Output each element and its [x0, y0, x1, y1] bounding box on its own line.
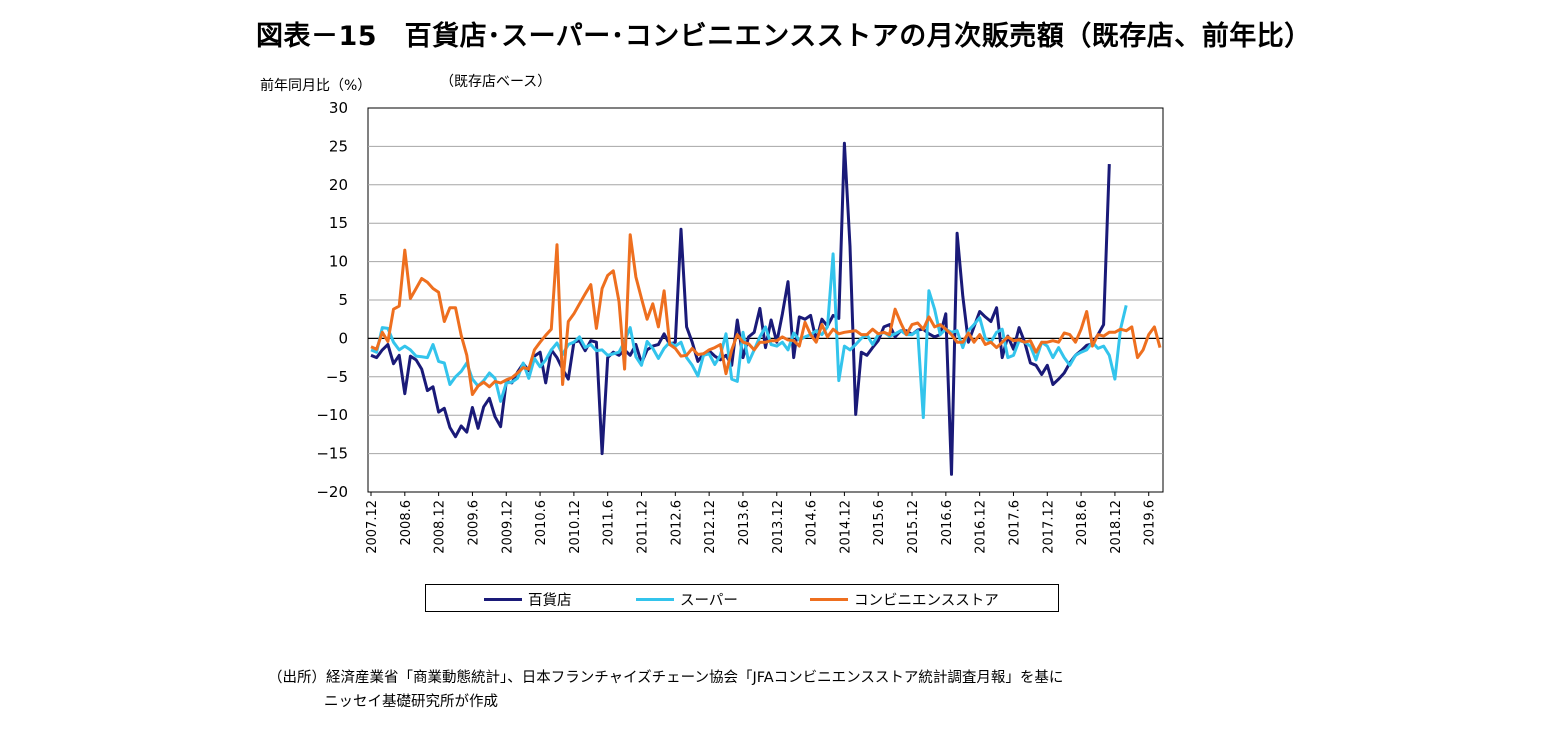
x-tick-label: 2017.6 [1007, 500, 1022, 546]
chart-subtitle: （既存店ベース） [440, 74, 551, 90]
y-tick-label: 20 [329, 176, 348, 194]
x-tick-label: 2011.6 [602, 500, 617, 546]
y-tick-label: −10 [316, 406, 348, 424]
x-tick-label: 2012.6 [669, 500, 684, 546]
y-tick-label: 15 [329, 214, 348, 232]
x-tick-label: 2009.6 [466, 500, 481, 546]
x-tick-label: 2016.12 [974, 500, 989, 554]
x-tick-label: 2019.6 [1143, 500, 1158, 546]
y-tick-label: −5 [326, 368, 348, 386]
x-tick-label: 2016.6 [940, 500, 955, 546]
source-note: （出所）経済産業省「商業動態統計」、日本フランチャイズチェーン協会「JFAコンビ… [268, 666, 1063, 714]
chart-legend: 百貨店 スーパー コンビニエンスストア [425, 584, 1059, 612]
x-tick-label: 2014.6 [805, 500, 820, 546]
x-tick-label: 2014.12 [838, 500, 853, 554]
x-tick-label: 2010.6 [534, 500, 549, 546]
y-tick-label: 10 [329, 253, 348, 271]
x-tick-label: 2008.6 [399, 500, 414, 546]
x-tick-label: 2018.6 [1075, 500, 1090, 546]
y-tick-label: 0 [338, 329, 348, 347]
y-tick-label: −20 [316, 483, 348, 501]
legend-item: コンビニエンスストア [810, 589, 999, 609]
x-tick-label: 2012.12 [703, 500, 718, 554]
x-tick-label: 2017.12 [1041, 500, 1056, 554]
legend-label: スーパー [680, 592, 738, 609]
legend-swatch [636, 597, 674, 601]
x-tick-label: 2018.12 [1109, 500, 1124, 554]
x-tick-label: 2013.6 [737, 500, 752, 546]
x-tick-label: 2010.12 [568, 500, 583, 554]
y-tick-label: 25 [329, 137, 348, 155]
legend-item: 百貨店 [484, 589, 572, 609]
x-tick-label: 2015.6 [872, 500, 887, 546]
y-tick-label: −15 [316, 445, 348, 463]
source-line-1: （出所）経済産業省「商業動態統計」、日本フランチャイズチェーン協会「JFAコンビ… [268, 670, 1064, 686]
legend-swatch [810, 597, 848, 601]
source-line-2: ニッセイ基礎研究所が作成 [324, 694, 498, 710]
x-tick-label: 2009.12 [500, 500, 515, 554]
legend-swatch [484, 597, 522, 601]
x-tick-label: 2007.12 [365, 500, 380, 554]
legend-item: スーパー [636, 589, 738, 609]
y-tick-label: 5 [338, 291, 348, 309]
x-tick-label: 2013.12 [771, 500, 786, 554]
y-axis-label: 前年同月比（%） [260, 77, 371, 94]
y-tick-label: 30 [329, 99, 348, 117]
legend-label: コンビニエンスストア [854, 592, 999, 609]
x-tick-label: 2011.12 [636, 500, 651, 554]
legend-label: 百貨店 [528, 592, 572, 609]
series-line-supermarket [370, 252, 1128, 419]
x-tick-label: 2008.12 [433, 500, 448, 554]
chart-title: 図表－15 百貨店･スーパー･コンビニエンスストアの月次販売額（既存店、前年比） [256, 21, 1312, 52]
x-tick-label: 2015.12 [906, 500, 921, 554]
series-line-convenience-store [370, 233, 1162, 396]
